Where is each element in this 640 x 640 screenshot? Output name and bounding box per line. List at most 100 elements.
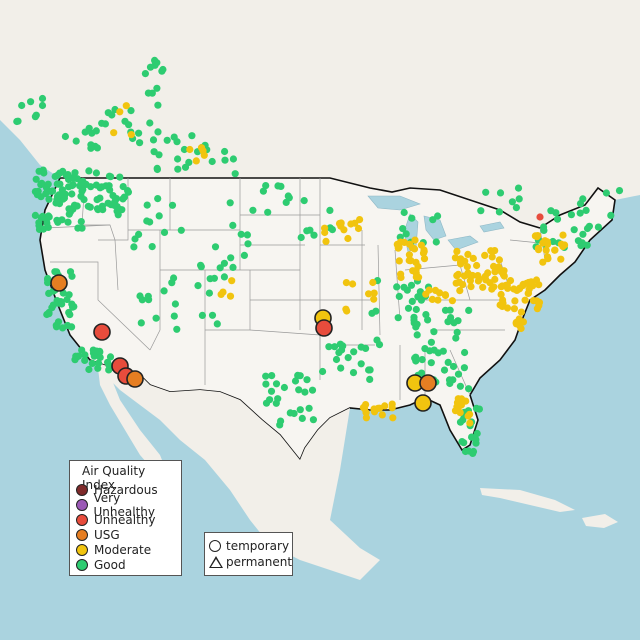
good-monitor[interactable] bbox=[220, 273, 228, 281]
good-monitor[interactable] bbox=[413, 331, 421, 339]
good-monitor[interactable] bbox=[349, 369, 358, 377]
moderate-monitor[interactable] bbox=[535, 302, 543, 310]
good-monitor[interactable] bbox=[421, 345, 429, 353]
moderate-monitor[interactable] bbox=[192, 157, 200, 165]
good-monitor[interactable] bbox=[444, 358, 452, 366]
good-monitor[interactable] bbox=[38, 179, 46, 187]
good-monitor[interactable] bbox=[410, 313, 418, 321]
temporary-monitor[interactable] bbox=[50, 274, 68, 292]
moderate-monitor[interactable] bbox=[466, 419, 474, 427]
moderate-monitor[interactable] bbox=[351, 219, 359, 227]
good-monitor[interactable] bbox=[413, 320, 421, 328]
good-monitor[interactable] bbox=[249, 206, 257, 214]
good-monitor[interactable] bbox=[267, 387, 276, 395]
good-monitor[interactable] bbox=[243, 231, 251, 239]
moderate-monitor[interactable] bbox=[497, 283, 505, 291]
moderate-monitor[interactable] bbox=[517, 308, 526, 316]
good-monitor[interactable] bbox=[130, 243, 138, 251]
good-monitor[interactable] bbox=[163, 136, 171, 144]
good-monitor[interactable] bbox=[264, 208, 272, 216]
good-monitor[interactable] bbox=[146, 63, 155, 71]
good-monitor[interactable] bbox=[197, 263, 205, 271]
good-monitor[interactable] bbox=[585, 222, 594, 230]
good-monitor[interactable] bbox=[615, 187, 624, 195]
good-monitor[interactable] bbox=[450, 319, 458, 327]
good-monitor[interactable] bbox=[106, 353, 115, 361]
moderate-monitor[interactable] bbox=[511, 297, 519, 305]
good-monitor[interactable] bbox=[441, 306, 450, 314]
moderate-monitor[interactable] bbox=[335, 219, 344, 228]
good-monitor[interactable] bbox=[31, 113, 39, 121]
good-monitor[interactable] bbox=[229, 155, 237, 163]
good-monitor[interactable] bbox=[34, 187, 42, 195]
good-monitor[interactable] bbox=[144, 89, 152, 97]
good-monitor[interactable] bbox=[290, 409, 298, 418]
moderate-monitor[interactable] bbox=[370, 295, 378, 303]
moderate-monitor[interactable] bbox=[451, 254, 459, 262]
good-monitor[interactable] bbox=[221, 156, 229, 164]
good-monitor[interactable] bbox=[194, 282, 202, 290]
good-monitor[interactable] bbox=[198, 311, 206, 319]
good-monitor[interactable] bbox=[415, 293, 423, 301]
moderate-monitor[interactable] bbox=[361, 405, 369, 413]
good-monitor[interactable] bbox=[143, 201, 151, 209]
good-monitor[interactable] bbox=[96, 353, 104, 361]
good-monitor[interactable] bbox=[427, 359, 435, 367]
good-monitor[interactable] bbox=[465, 385, 473, 393]
good-monitor[interactable] bbox=[582, 206, 590, 214]
good-monitor[interactable] bbox=[168, 201, 177, 209]
good-monitor[interactable] bbox=[65, 291, 73, 299]
moderate-monitor[interactable] bbox=[434, 296, 442, 304]
good-monitor[interactable] bbox=[309, 416, 317, 424]
moderate-monitor[interactable] bbox=[488, 253, 496, 261]
good-monitor[interactable] bbox=[152, 314, 160, 322]
good-monitor[interactable] bbox=[399, 225, 407, 233]
moderate-monitor[interactable] bbox=[466, 410, 474, 418]
good-monitor[interactable] bbox=[62, 171, 70, 179]
good-monitor[interactable] bbox=[567, 211, 576, 219]
good-monitor[interactable] bbox=[540, 226, 548, 234]
good-monitor[interactable] bbox=[439, 347, 447, 355]
good-monitor[interactable] bbox=[68, 190, 76, 198]
moderate-monitor[interactable] bbox=[420, 255, 429, 263]
good-monitor[interactable] bbox=[272, 380, 281, 388]
moderate-monitor[interactable] bbox=[378, 411, 386, 419]
moderate-monitor[interactable] bbox=[414, 262, 422, 271]
good-monitor[interactable] bbox=[57, 298, 65, 306]
moderate-monitor[interactable] bbox=[453, 247, 461, 255]
moderate-monitor[interactable] bbox=[369, 278, 377, 287]
good-monitor[interactable] bbox=[93, 144, 101, 152]
good-monitor[interactable] bbox=[58, 216, 66, 224]
good-monitor[interactable] bbox=[35, 225, 44, 233]
good-monitor[interactable] bbox=[141, 70, 149, 78]
good-monitor[interactable] bbox=[296, 406, 304, 414]
good-monitor[interactable] bbox=[66, 208, 74, 216]
moderate-monitor[interactable] bbox=[488, 285, 496, 293]
moderate-monitor[interactable] bbox=[365, 290, 373, 298]
good-monitor[interactable] bbox=[477, 207, 485, 215]
moderate-monitor[interactable] bbox=[469, 254, 477, 262]
good-monitor[interactable] bbox=[547, 207, 555, 215]
good-monitor[interactable] bbox=[412, 357, 420, 365]
temporary-monitor[interactable] bbox=[93, 323, 111, 341]
good-monitor[interactable] bbox=[461, 348, 469, 357]
good-monitor[interactable] bbox=[89, 346, 97, 354]
moderate-monitor[interactable] bbox=[532, 276, 541, 284]
good-monitor[interactable] bbox=[229, 263, 237, 271]
good-monitor[interactable] bbox=[119, 195, 127, 203]
moderate-monitor[interactable] bbox=[479, 283, 487, 291]
moderate-monitor[interactable] bbox=[342, 279, 350, 287]
good-monitor[interactable] bbox=[124, 187, 132, 195]
good-monitor[interactable] bbox=[226, 199, 234, 207]
good-monitor[interactable] bbox=[366, 375, 374, 383]
good-monitor[interactable] bbox=[262, 182, 270, 190]
moderate-monitor[interactable] bbox=[557, 255, 565, 263]
good-monitor[interactable] bbox=[473, 429, 481, 438]
moderate-monitor[interactable] bbox=[510, 305, 518, 313]
good-monitor[interactable] bbox=[296, 372, 304, 380]
moderate-monitor[interactable] bbox=[397, 273, 405, 282]
moderate-monitor[interactable] bbox=[406, 257, 414, 265]
unhealthy-monitor[interactable] bbox=[536, 213, 544, 221]
moderate-monitor[interactable] bbox=[122, 102, 130, 110]
good-monitor[interactable] bbox=[155, 212, 163, 220]
